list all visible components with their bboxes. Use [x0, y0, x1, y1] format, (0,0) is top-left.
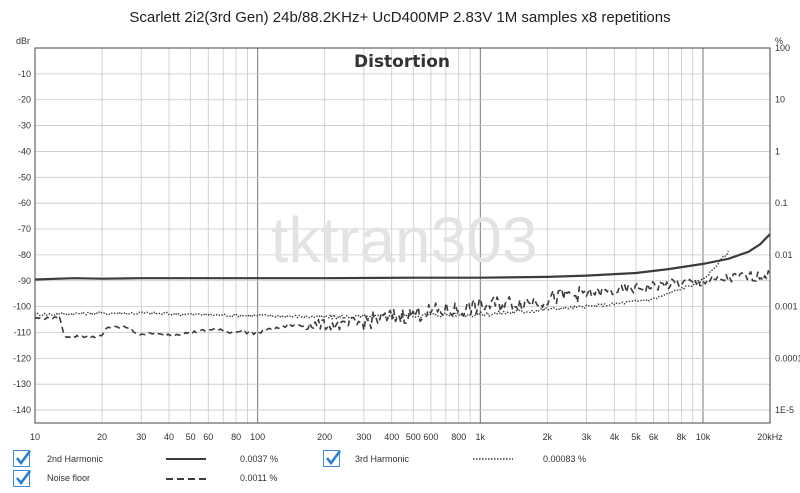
legend-value: 0.0037 %: [240, 454, 279, 464]
x-tick-label: 300: [356, 432, 371, 442]
series-line-2nd-harmonic: [34, 233, 771, 281]
x-tick-label: 800: [451, 432, 466, 442]
checkbox-noise-floor[interactable]: [13, 470, 32, 487]
y-tick-label: -120: [13, 353, 31, 363]
x-tick-label: 5k: [631, 432, 641, 442]
x-tick-label: 600: [423, 432, 438, 442]
x-tick-label: 30: [136, 432, 146, 442]
y-tick-label: -110: [14, 327, 31, 337]
watermark: tktran303: [271, 204, 538, 276]
legend-value: 0.00083 %: [543, 454, 587, 464]
x-tick-label: 4k: [610, 432, 620, 442]
x-tick-label: 6k: [649, 432, 659, 442]
legend-line-solid: [166, 458, 206, 460]
y2-tick-label: 0.1: [775, 198, 788, 208]
y2-axis-label: %: [775, 36, 783, 46]
plot-frame: [34, 47, 771, 424]
y2-tick-label: 0.001: [775, 302, 798, 312]
checkmark-icon: [15, 450, 32, 466]
y2-tick-label: 0.0001: [775, 353, 800, 363]
x-tick-label: 60: [203, 432, 213, 442]
x-tick-label: 40: [164, 432, 174, 442]
axis-ticks: 10 20 30 40 50 60 80 100 200 300 400 500 600 800 1k 2k 3…: [13, 43, 800, 442]
checkmark-icon: [15, 470, 32, 486]
chart-title: Scarlett 2i2(3rd Gen) 24b/88.2KHz+ UcD40…: [129, 9, 671, 26]
series-layer: [34, 233, 771, 339]
grid-lines: [35, 48, 770, 423]
y2-tick-label: 1E-5: [775, 405, 794, 415]
x-tick-label: 10: [30, 432, 40, 442]
plot-label: Distortion: [354, 52, 450, 72]
x-tick-label: 10k: [696, 432, 711, 442]
y-tick-label: -70: [18, 224, 31, 234]
legend-label: 2nd Harmonic: [47, 454, 104, 464]
y-tick-label: -100: [13, 302, 31, 312]
y2-tick-label: 100: [775, 43, 790, 53]
x-tick-label: 500: [406, 432, 421, 442]
y-tick-label: -140: [13, 405, 31, 415]
y-tick-label: -30: [18, 121, 31, 131]
y2-tick-label: 0.01: [775, 250, 793, 260]
y2-tick-label: 10: [775, 95, 785, 105]
y-tick-label: -40: [18, 146, 31, 156]
x-tick-label: 2k: [543, 432, 553, 442]
x-tick-label: 20kHz: [757, 432, 783, 442]
x-tick-label: 3k: [582, 432, 592, 442]
legend-line-dotted: [473, 458, 513, 460]
checkbox-3rd-harmonic[interactable]: [323, 450, 342, 467]
x-tick-label: 50: [186, 432, 196, 442]
y-tick-label: -20: [18, 95, 31, 105]
x-tick-label: 8k: [677, 432, 687, 442]
y-tick-label: -60: [18, 198, 31, 208]
y2-tick-label: 1: [775, 146, 780, 156]
y-tick-label: -130: [13, 379, 31, 389]
legend-label: 3rd Harmonic: [355, 454, 410, 464]
checkmark-icon: [325, 450, 342, 466]
checkbox-2nd-harmonic[interactable]: [13, 450, 32, 467]
legend-label: Noise floor: [47, 473, 91, 483]
legend-line-dashed: [166, 478, 206, 480]
x-tick-label: 400: [384, 432, 399, 442]
legend-value: 0.0011 %: [240, 473, 278, 483]
x-tick-label: 20: [97, 432, 107, 442]
y-tick-label: -80: [18, 250, 31, 260]
y-tick-label: -10: [18, 69, 31, 79]
x-tick-label: 1k: [476, 432, 486, 442]
y-axis-label: dBr: [16, 36, 30, 46]
y-tick-label: -50: [18, 172, 31, 182]
y-tick-label: -90: [18, 276, 31, 286]
x-tick-label: 200: [317, 432, 332, 442]
x-tick-label: 100: [250, 432, 265, 442]
legend: 2nd Harmonic 0.0037 % 3rd Harmonic 0.000…: [0, 448, 800, 493]
x-tick-label: 80: [231, 432, 241, 442]
